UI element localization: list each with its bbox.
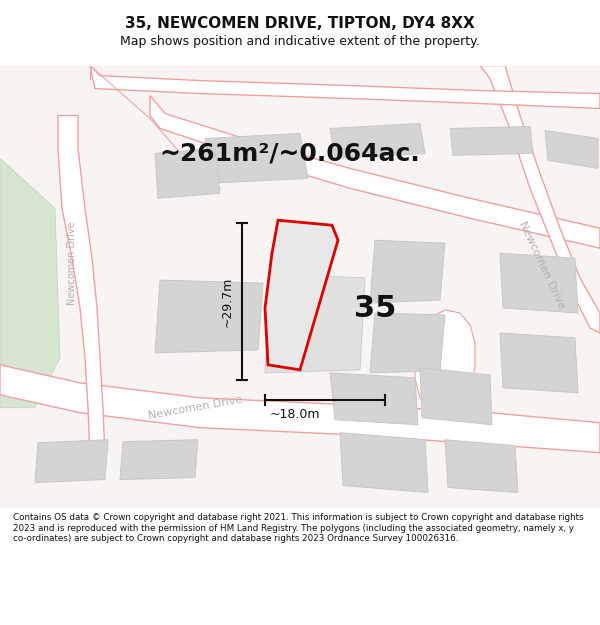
Polygon shape	[500, 253, 578, 313]
Text: 35: 35	[354, 294, 396, 322]
Polygon shape	[340, 432, 428, 492]
Text: Contains OS data © Crown copyright and database right 2021. This information is : Contains OS data © Crown copyright and d…	[13, 513, 584, 543]
Polygon shape	[545, 131, 598, 168]
Text: Map shows position and indicative extent of the property.: Map shows position and indicative extent…	[120, 35, 480, 48]
Text: 35, NEWCOMEN DRIVE, TIPTON, DY4 8XX: 35, NEWCOMEN DRIVE, TIPTON, DY4 8XX	[125, 16, 475, 31]
Polygon shape	[155, 148, 220, 198]
Polygon shape	[155, 280, 263, 353]
Polygon shape	[205, 134, 308, 183]
Polygon shape	[265, 273, 365, 373]
Polygon shape	[330, 124, 425, 158]
Polygon shape	[35, 439, 108, 483]
Polygon shape	[450, 126, 533, 156]
Polygon shape	[420, 368, 492, 425]
Polygon shape	[370, 313, 445, 373]
Text: Newcomen Drive: Newcomen Drive	[67, 221, 77, 305]
Polygon shape	[480, 66, 600, 333]
Polygon shape	[0, 158, 60, 408]
Text: ~18.0m: ~18.0m	[270, 408, 320, 421]
Polygon shape	[0, 66, 600, 508]
Polygon shape	[370, 240, 445, 303]
Text: Newcomen Drive: Newcomen Drive	[147, 394, 243, 421]
Polygon shape	[150, 96, 600, 248]
Polygon shape	[265, 220, 338, 370]
Polygon shape	[120, 439, 198, 479]
Text: ~261m²/~0.064ac.: ~261m²/~0.064ac.	[160, 141, 421, 166]
Polygon shape	[330, 373, 418, 425]
Polygon shape	[90, 66, 600, 109]
Text: Newcomen Drive: Newcomen Drive	[517, 220, 566, 311]
Polygon shape	[415, 310, 475, 412]
Text: ~29.7m: ~29.7m	[221, 276, 234, 327]
Polygon shape	[0, 365, 600, 452]
Polygon shape	[500, 333, 578, 392]
Polygon shape	[445, 439, 518, 493]
Polygon shape	[58, 116, 105, 457]
